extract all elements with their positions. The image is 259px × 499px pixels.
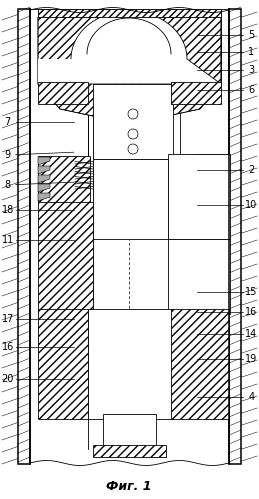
Bar xyxy=(38,309,88,419)
Polygon shape xyxy=(38,184,50,192)
Text: 10: 10 xyxy=(245,200,257,210)
Text: 3: 3 xyxy=(248,65,254,75)
Text: 4: 4 xyxy=(248,392,254,402)
Text: 18: 18 xyxy=(2,205,14,215)
Text: Фиг. 1: Фиг. 1 xyxy=(106,481,152,494)
Bar xyxy=(38,156,90,204)
Polygon shape xyxy=(38,175,50,183)
Bar xyxy=(18,9,30,464)
Bar xyxy=(170,156,222,204)
Polygon shape xyxy=(38,11,221,84)
Circle shape xyxy=(128,129,138,139)
Bar xyxy=(30,9,229,464)
Text: 8: 8 xyxy=(5,180,11,190)
Bar xyxy=(171,82,221,104)
Text: 20: 20 xyxy=(2,374,14,384)
Bar xyxy=(38,9,221,17)
Bar xyxy=(171,309,229,419)
Bar xyxy=(93,84,173,159)
Text: 11: 11 xyxy=(2,235,14,245)
Text: 2: 2 xyxy=(248,165,254,175)
Text: 15: 15 xyxy=(245,287,257,297)
Bar xyxy=(168,239,230,314)
Bar xyxy=(103,414,156,449)
Text: 5: 5 xyxy=(248,30,254,40)
Polygon shape xyxy=(38,157,50,165)
Text: 1: 1 xyxy=(248,47,254,57)
Bar xyxy=(38,82,88,104)
Text: 19: 19 xyxy=(245,354,257,364)
Bar xyxy=(93,445,166,457)
Bar xyxy=(168,154,230,239)
Text: 6: 6 xyxy=(248,85,254,95)
Text: 17: 17 xyxy=(2,314,14,324)
Bar xyxy=(38,202,93,314)
Polygon shape xyxy=(38,13,185,84)
Text: 16: 16 xyxy=(2,342,14,352)
Bar xyxy=(88,309,173,419)
Bar xyxy=(229,9,241,464)
Polygon shape xyxy=(38,193,50,201)
Circle shape xyxy=(128,109,138,119)
Bar xyxy=(93,159,168,239)
Polygon shape xyxy=(38,166,50,174)
Text: 14: 14 xyxy=(245,329,257,339)
Circle shape xyxy=(128,144,138,154)
Polygon shape xyxy=(38,17,221,124)
Text: 16: 16 xyxy=(245,307,257,317)
Text: 9: 9 xyxy=(5,150,11,160)
Text: 7: 7 xyxy=(5,117,11,127)
